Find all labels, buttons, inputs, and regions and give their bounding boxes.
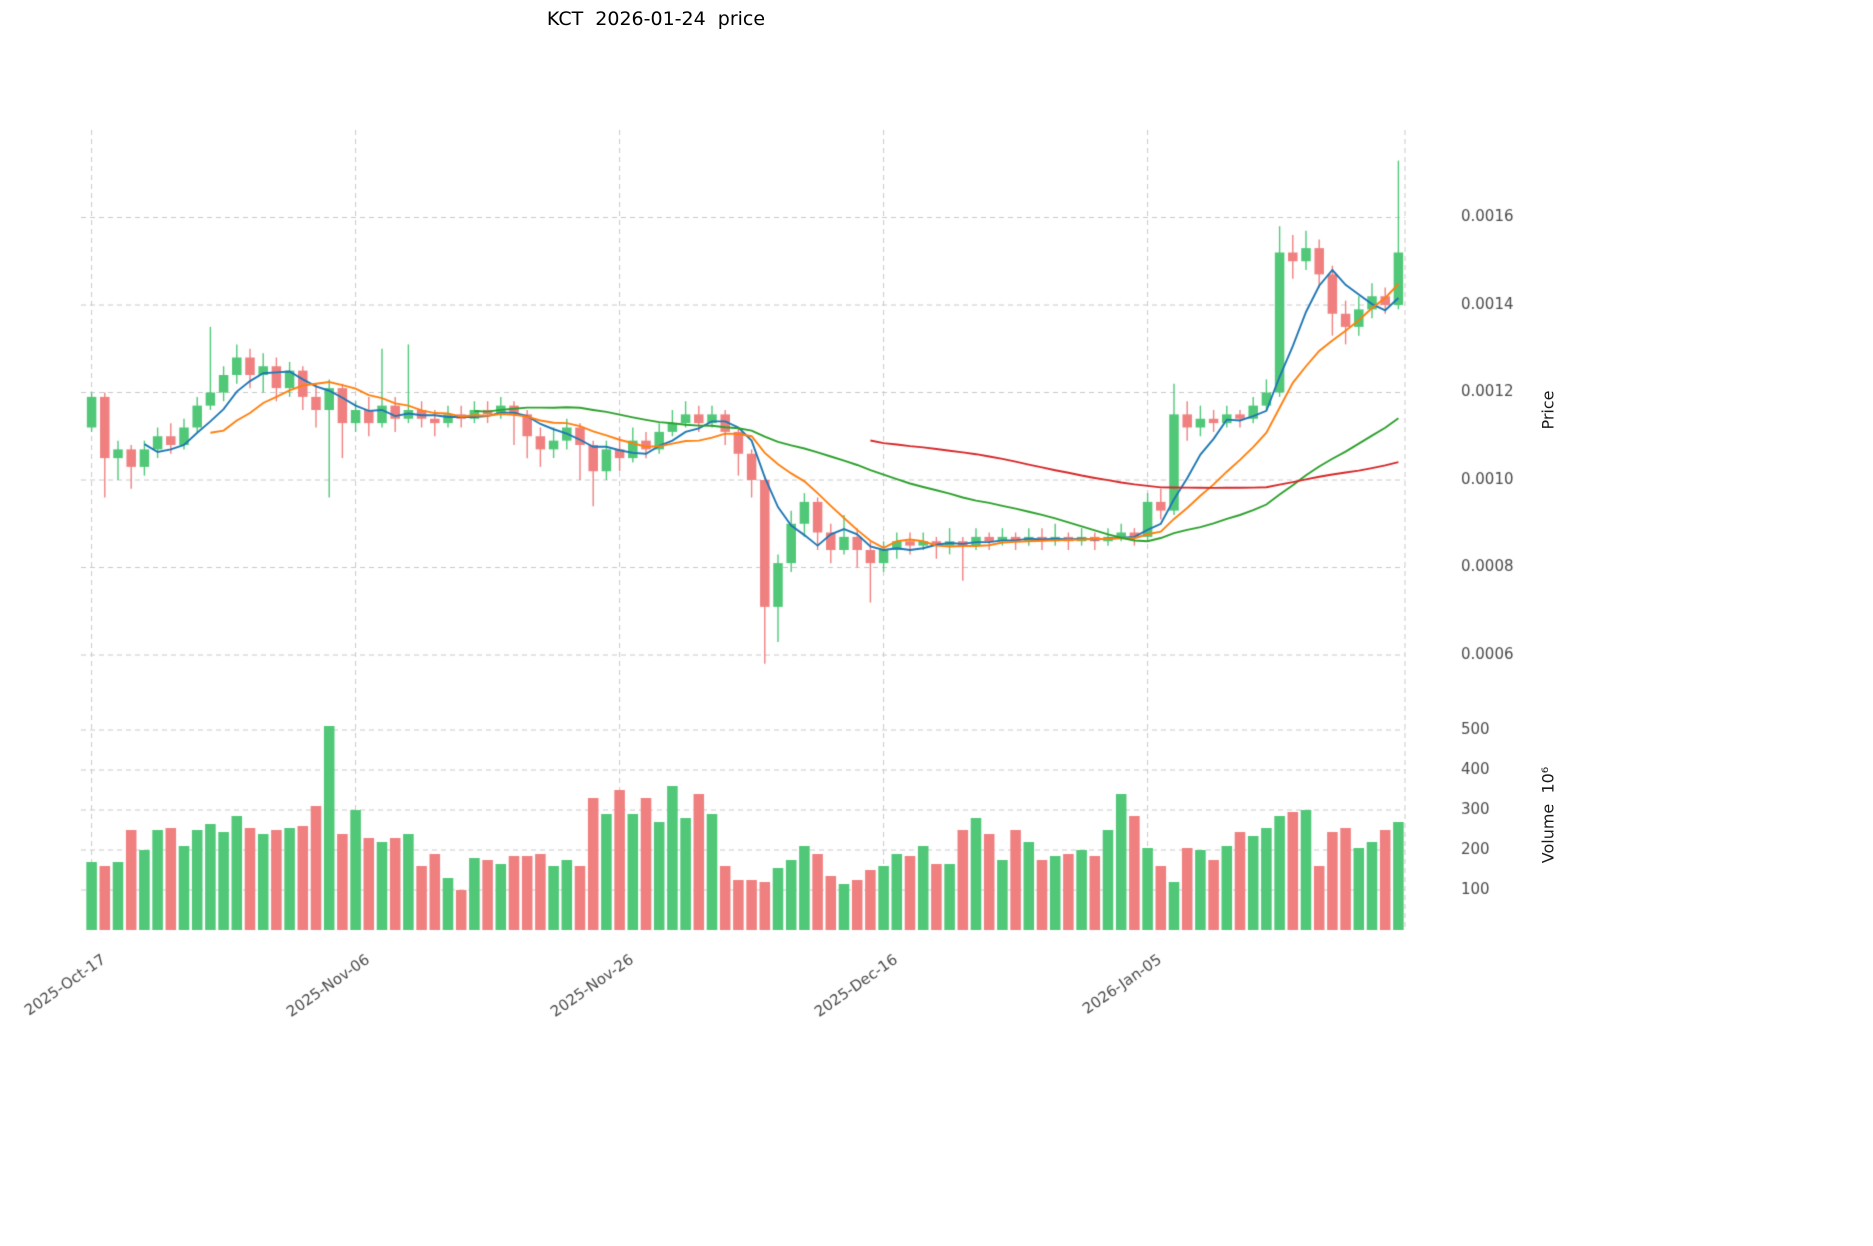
chart-title: KCT 2026-01-24 price [546, 8, 766, 30]
volume-axis-label: Volume 10⁶ [1538, 766, 1558, 864]
price-axis-label: Price [1538, 390, 1558, 430]
